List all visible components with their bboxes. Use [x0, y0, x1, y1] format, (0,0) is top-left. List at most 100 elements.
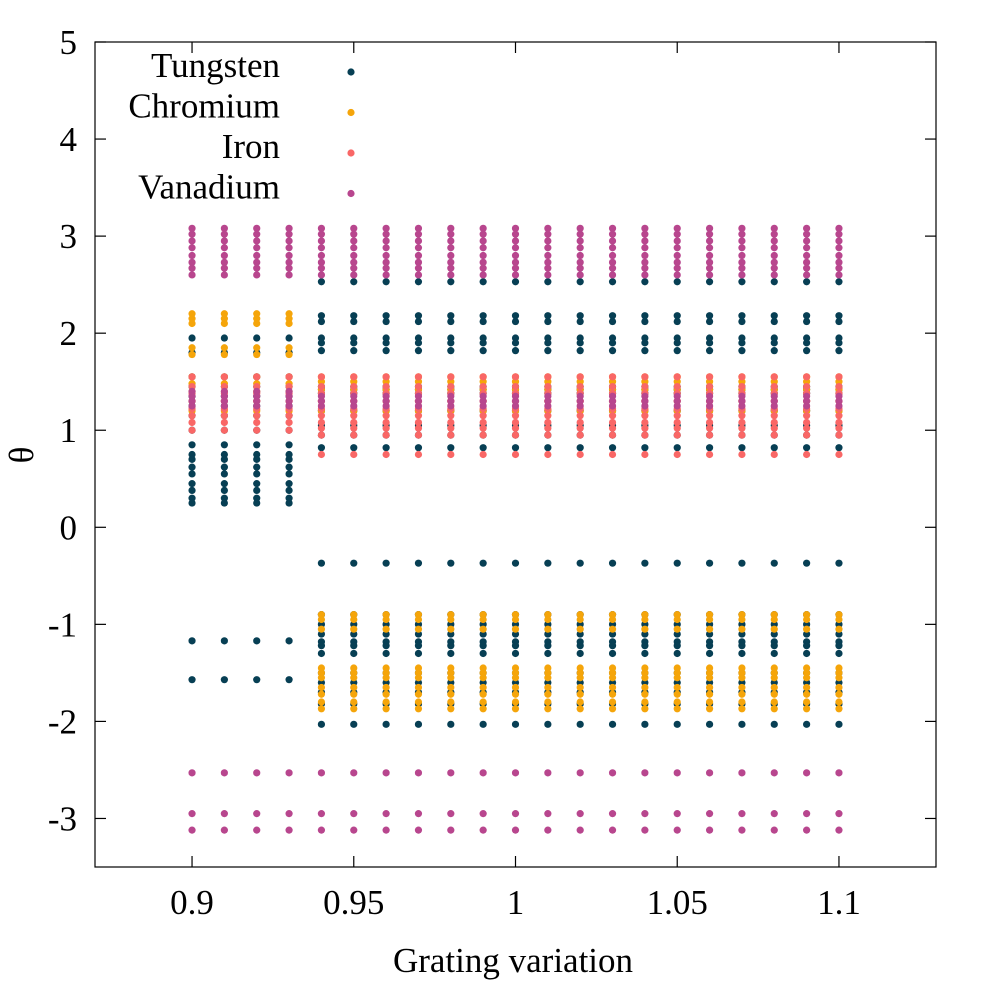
data-point: [414, 224, 423, 232]
data-point: [253, 244, 261, 252]
data-point: [220, 637, 228, 645]
data-point: [317, 264, 326, 272]
data-point: [447, 237, 455, 245]
data-point: [350, 382, 358, 391]
data-point: [608, 720, 617, 728]
data-point: [576, 720, 584, 728]
data-point: [479, 450, 487, 459]
data-point: [803, 418, 811, 427]
y-tick-label: 0: [60, 508, 78, 547]
data-point: [803, 698, 811, 706]
data-point: [738, 450, 746, 459]
data-point: [511, 826, 520, 834]
data-point: [544, 224, 552, 232]
data-point: [447, 674, 455, 682]
data-point: [608, 224, 617, 232]
data-point: [511, 412, 520, 420]
data-point: [544, 683, 552, 692]
data-point: [447, 720, 455, 728]
data-point: [770, 412, 778, 420]
data-point: [317, 625, 326, 633]
data-point: [414, 418, 423, 427]
data-point: [641, 674, 649, 682]
x-axis-label: Grating variation: [393, 941, 633, 980]
data-point: [188, 237, 196, 245]
data-point: [382, 698, 390, 706]
data-point: [770, 559, 778, 567]
data-point: [447, 642, 455, 650]
data-point: [673, 698, 681, 706]
data-point: [220, 271, 228, 279]
data-point: [803, 625, 811, 633]
data-point: [608, 674, 617, 682]
data-point: [803, 251, 811, 260]
data-point: [803, 373, 811, 381]
data-point: [447, 615, 455, 624]
data-point: [803, 244, 811, 252]
data-point: [544, 373, 552, 381]
data-point: [253, 499, 261, 507]
data-point: [511, 615, 520, 624]
data-point: [414, 431, 423, 439]
data-point: [544, 649, 552, 658]
data-point: [220, 676, 228, 684]
data-point: [576, 642, 584, 650]
data-point: [188, 271, 196, 279]
data-point: [317, 642, 326, 650]
data-point: [544, 347, 552, 355]
data-point: [285, 470, 293, 478]
data-point: [382, 769, 390, 777]
data-point: [317, 418, 326, 427]
data-point: [705, 412, 714, 420]
data-point: [641, 264, 649, 272]
data-point: [188, 499, 196, 507]
data-point: [576, 705, 584, 713]
data-point: [285, 418, 293, 427]
data-point: [705, 615, 714, 624]
data-point: [576, 615, 584, 624]
data-point: [738, 264, 746, 272]
data-point: [350, 705, 358, 713]
data-point: [544, 698, 552, 706]
data-point: [803, 258, 811, 266]
data-point: [673, 402, 681, 410]
data-point: [382, 674, 390, 682]
data-point: [447, 244, 455, 252]
data-point: [253, 676, 261, 684]
data-point: [835, 625, 843, 633]
data-point: [350, 424, 358, 432]
y-tick-label: 1: [60, 411, 78, 450]
data-point: [382, 683, 390, 692]
data-point: [414, 382, 423, 391]
data-point: [382, 271, 390, 279]
data-point: [220, 810, 228, 818]
data-point: [479, 317, 487, 326]
data-point: [576, 690, 584, 698]
data-point: [803, 317, 811, 326]
legend-marker: [347, 149, 355, 157]
data-point: [544, 769, 552, 777]
data-point: [544, 705, 552, 713]
data-point: [350, 237, 358, 245]
data-point: [317, 705, 326, 713]
data-point: [608, 251, 617, 260]
data-point: [317, 810, 326, 818]
data-point: [673, 826, 681, 834]
data-point: [738, 625, 746, 633]
data-point: [220, 402, 228, 410]
data-point: [253, 350, 261, 359]
data-point: [835, 251, 843, 260]
data-point: [673, 444, 681, 452]
data-point: [803, 431, 811, 439]
data-point: [414, 826, 423, 834]
data-point: [447, 312, 455, 320]
data-point: [382, 424, 390, 432]
data-point: [447, 705, 455, 713]
data-point: [641, 450, 649, 459]
data-point: [511, 444, 520, 452]
data-point: [220, 486, 228, 495]
data-point: [414, 402, 423, 410]
data-point: [576, 674, 584, 682]
legend-label: Iron: [222, 127, 280, 166]
data-point: [285, 224, 293, 232]
